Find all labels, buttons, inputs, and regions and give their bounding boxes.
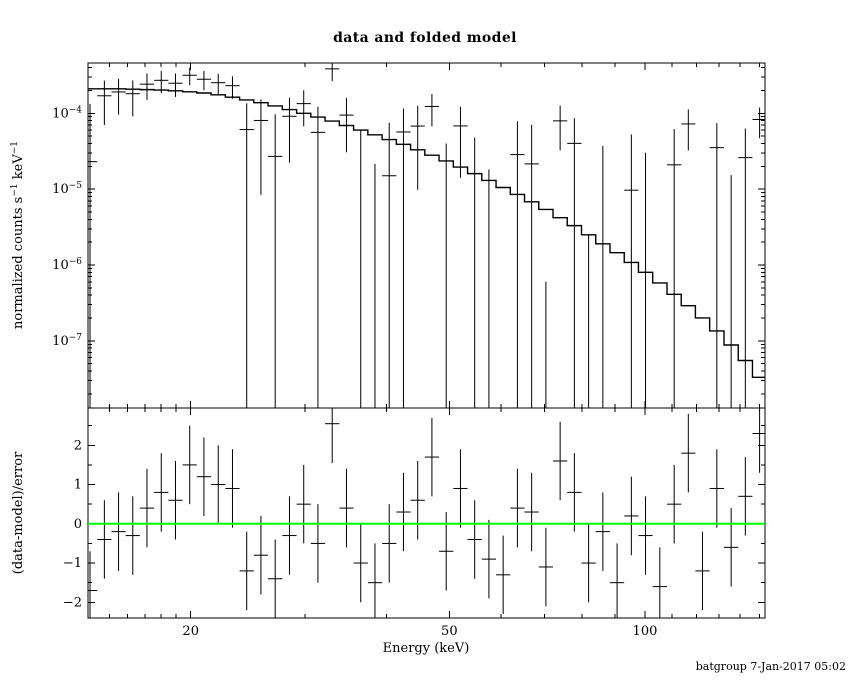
y-tick-label: 10−5 bbox=[52, 181, 82, 197]
label-fragment: −1 bbox=[10, 141, 20, 154]
y-tick-label: 0 bbox=[74, 517, 82, 532]
y-tick-label: 1 bbox=[74, 478, 82, 493]
label-fragment: −6 bbox=[69, 257, 83, 267]
label-fragment: −7 bbox=[69, 333, 83, 343]
y-axis-label-residuals: (data-model)/error bbox=[11, 451, 26, 574]
x-tick-label: 20 bbox=[182, 624, 199, 639]
bottom-panel-frame bbox=[87, 407, 766, 619]
label-fragment: (data-model)/error bbox=[11, 451, 26, 574]
label-fragment: 10 bbox=[52, 258, 69, 273]
y-tick-label: 10−7 bbox=[52, 333, 82, 349]
folded-model-line bbox=[88, 88, 765, 379]
y-tick-label: 10−4 bbox=[52, 105, 82, 121]
y-tick-label: 10−6 bbox=[52, 257, 82, 273]
y-tick-label: 2 bbox=[74, 438, 82, 453]
label-fragment: keV bbox=[11, 154, 26, 184]
label-fragment: 10 bbox=[52, 334, 69, 349]
label-fragment: normalized counts s bbox=[11, 197, 26, 329]
y-tick-label: −2 bbox=[63, 595, 82, 610]
label-fragment: −1 bbox=[10, 183, 20, 196]
label-fragment: 10 bbox=[52, 182, 69, 197]
y-tick-label: −1 bbox=[63, 556, 82, 571]
label-fragment: −4 bbox=[69, 105, 83, 115]
chart-title: data and folded model bbox=[333, 30, 517, 46]
label-fragment: −5 bbox=[69, 181, 83, 191]
label-fragment: 10 bbox=[52, 106, 69, 121]
x-tick-label: 50 bbox=[441, 624, 458, 639]
footer-stamp: batgroup 7-Jan-2017 05:02 bbox=[696, 660, 846, 673]
x-tick-label: 100 bbox=[633, 624, 658, 639]
x-axis-label: Energy (keV) bbox=[383, 641, 470, 656]
y-axis-label-counts: normalized counts s−1 keV−1 bbox=[10, 141, 26, 329]
